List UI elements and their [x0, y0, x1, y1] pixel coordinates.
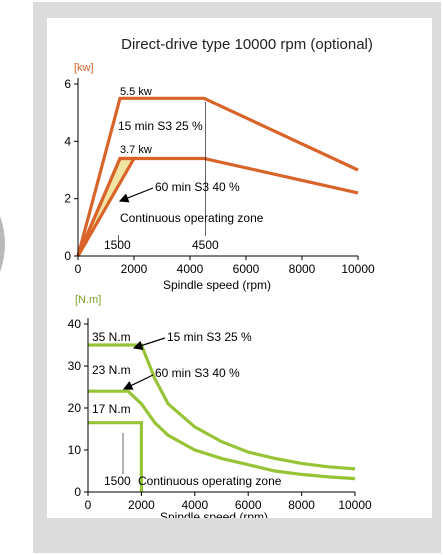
torque-x-tick-label: 10000: [338, 498, 372, 512]
torque-x-tick-label: 6000: [235, 498, 262, 512]
power-annotation-15min: 15 min S3 25 %: [118, 119, 203, 133]
torque-annotation-60min: 60 min S3 40 %: [155, 366, 240, 380]
torque-y-tick-label: 10: [68, 443, 82, 457]
power-annotation-60min: 60 min S3 40 %: [155, 180, 240, 194]
torque-annotation-35nm: 35 N.m: [92, 330, 131, 344]
torque-axis-group: 0 2000 4000 6000 8000 10000 0 10 20 30 40: [68, 317, 372, 512]
charts-svg: Direct-drive type 10000 rpm (optional) […: [64, 36, 375, 524]
edge-image-fragment: [0, 216, 5, 272]
power-y-unit-label: [kw]: [74, 62, 94, 74]
torque-15min-arrow: [132, 337, 166, 350]
torque-y-tick-label: 30: [68, 359, 82, 373]
torque-annotation-continuous: Continuous operating zone: [138, 474, 282, 488]
torque-x-tick-label: 2000: [128, 498, 155, 512]
torque-y-tick-label: 40: [68, 317, 82, 331]
torque-chart: [N.m] 0 2000 4000 6000 8000 10000 0 10 20 30 40 35…: [68, 294, 372, 524]
torque-annotation-17nm: 17 N.m: [92, 402, 131, 416]
torque-y-unit-label: [N.m]: [75, 294, 101, 306]
power-x-tick-label: 8000: [289, 262, 316, 276]
power-y-tick-label: 2: [64, 192, 71, 206]
torque-x-tick-label: 4000: [181, 498, 208, 512]
power-x-tick-label: 10000: [341, 262, 375, 276]
power-x-tick-label: 0: [75, 262, 82, 276]
torque-annotation-1500: 1500: [104, 474, 131, 488]
power-y-tick-label: 6: [64, 77, 71, 91]
torque-x-tick-label: 8000: [288, 498, 315, 512]
torque-60min-arrow: [122, 374, 154, 390]
torque-annotation-23nm: 23 N.m: [92, 363, 131, 377]
power-annotation-4500: 4500: [192, 238, 219, 252]
torque-x-axis-title: Spindle speed (rpm): [160, 510, 268, 518]
power-y-tick-label: 4: [64, 134, 71, 148]
power-x-tick-label: 2000: [121, 262, 148, 276]
power-chart: Direct-drive type 10000 rpm (optional) […: [64, 36, 375, 292]
power-annotation-3-7kw: 3.7 kw: [120, 144, 152, 156]
power-annotation-5-5kw: 5.5 kw: [120, 86, 152, 98]
power-series-continuous-zone: [76, 156, 137, 257]
power-annotation-1500: 1500: [104, 238, 131, 252]
power-series-15min: [76, 96, 359, 257]
torque-x-tick-label: 0: [85, 498, 92, 512]
power-x-tick-label: 4000: [177, 262, 204, 276]
torque-annotation-15min: 15 min S3 25 %: [167, 330, 252, 344]
figure-card: Direct-drive type 10000 rpm (optional) […: [47, 18, 432, 524]
torque-series-60min: [88, 389, 356, 481]
torque-y-tick-label: 20: [68, 401, 82, 415]
torque-y-tick-label: 0: [74, 485, 81, 499]
power-y-tick-label: 0: [64, 249, 71, 263]
power-series-group: [76, 96, 359, 257]
power-chart-title: Direct-drive type 10000 rpm (optional): [121, 36, 373, 53]
power-x-tick-label: 6000: [233, 262, 260, 276]
torque-series-continuous-zone: [88, 421, 144, 492]
power-axis-group: 0 2000 4000 6000 8000 10000 0 2 4 6: [64, 77, 375, 276]
power-60min-arrow: [118, 187, 154, 203]
power-x-axis-title: Spindle speed (rpm): [163, 278, 271, 292]
power-annotation-continuous: Continuous operating zone: [120, 211, 264, 225]
